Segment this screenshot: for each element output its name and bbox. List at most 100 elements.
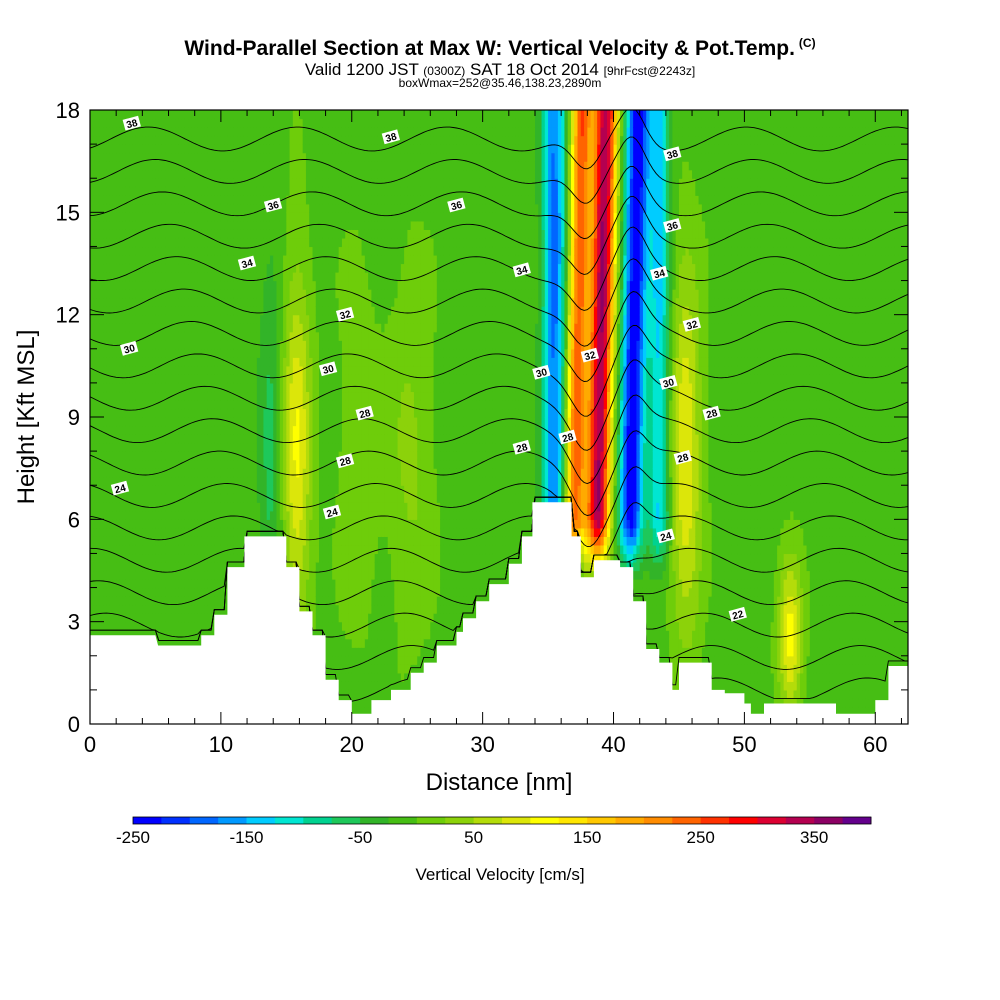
theta-contour-line <box>90 359 908 451</box>
theta-contour-line <box>90 324 908 417</box>
box-info: boxWmax=252@35.46,138.23,2890m <box>398 76 602 90</box>
theta-label: 22 <box>728 606 747 623</box>
theta-label: 30 <box>532 364 551 381</box>
theta-label: 34 <box>237 255 257 271</box>
colorbar-tick-label: 50 <box>464 828 483 847</box>
terrain <box>90 502 908 724</box>
theta-label-text: 34 <box>515 264 529 278</box>
theta-contour-line <box>90 258 908 347</box>
theta-label-text: 30 <box>662 377 676 391</box>
theta-label: 34 <box>512 262 531 278</box>
colorbar-tick-label: -150 <box>229 828 263 847</box>
x-tick-label: 10 <box>209 732 233 757</box>
theta-contour-line <box>90 394 908 484</box>
theta-label: 32 <box>580 347 600 364</box>
colorbar-swatch <box>218 817 247 824</box>
theta-label: 28 <box>512 439 531 456</box>
theta-label-text: 30 <box>535 367 549 381</box>
theta-contour-line <box>90 496 908 573</box>
theta-label: 30 <box>659 375 678 391</box>
theta-label: 28 <box>355 405 374 422</box>
theta-label: 34 <box>650 265 669 282</box>
theta-label-text: 32 <box>685 319 699 333</box>
colorbar-tick-label: 350 <box>800 828 828 847</box>
theta-label-text: 24 <box>326 507 340 521</box>
y-tick-label: 0 <box>68 712 80 737</box>
theta-label-text: 28 <box>515 442 529 456</box>
theta-label-text: 34 <box>653 268 667 282</box>
theta-label-text: 38 <box>666 148 680 162</box>
x-tick-label: 20 <box>340 732 364 757</box>
theta-label-text: 36 <box>267 200 281 214</box>
theta-label-text: 38 <box>125 118 139 132</box>
theta-contour-line <box>90 496 908 606</box>
theta-label: 36 <box>663 218 682 234</box>
theta-contour-line <box>90 136 908 204</box>
colorbar-swatch <box>785 817 815 824</box>
colorbar-swatch <box>388 817 418 824</box>
theta-label-text: 36 <box>450 200 464 214</box>
x-tick-label: 30 <box>470 732 494 757</box>
colorbar-swatch <box>246 817 276 824</box>
theta-label: 32 <box>682 317 702 333</box>
x-tick-label: 50 <box>732 732 756 757</box>
colorbar-tick-label: 150 <box>573 828 601 847</box>
colorbar-swatch <box>331 817 361 824</box>
theta-contour-line <box>90 496 908 573</box>
theta-label: 28 <box>702 405 721 422</box>
colorbar-swatch <box>416 817 446 824</box>
y-tick-label: 12 <box>56 303 80 328</box>
y-tick-label: 15 <box>56 200 80 225</box>
y-tick-label: 3 <box>68 610 80 635</box>
colorbar: -250 -150 -50 50 150 250 350 <box>116 816 872 847</box>
theta-label-text: 28 <box>339 455 353 469</box>
theta-label-text: 24 <box>659 531 673 545</box>
colorbar-swatch <box>729 817 758 824</box>
theta-label-text: 32 <box>583 350 597 364</box>
valid-date: SAT 18 Oct 2014 <box>470 60 599 79</box>
x-tick-label: 0 <box>84 732 96 757</box>
colorbar-swatch <box>303 817 333 824</box>
theta-contour-labels: 38 38 38 36 36 36 34 34 34 32 32 32 30 30 30 30 28 28 28 28… <box>110 115 747 623</box>
theta-label: 28 <box>673 450 692 466</box>
theta-label: 38 <box>381 129 401 145</box>
theta-label: 30 <box>318 361 338 377</box>
theta-label-text: 36 <box>666 220 680 234</box>
colorbar-title: Vertical Velocity [cm/s] <box>415 865 584 884</box>
x-tick-label: 40 <box>601 732 625 757</box>
theta-label: 36 <box>263 197 283 214</box>
theta-label-text: 28 <box>358 408 372 422</box>
colorbar-swatch <box>274 817 304 824</box>
colorbar-tick-label: -50 <box>348 828 373 847</box>
colorbar-swatch <box>161 817 191 824</box>
colorbar-swatch <box>502 817 531 824</box>
colorbar-swatch <box>842 817 872 824</box>
theta-contour-line <box>90 466 908 548</box>
theta-label: 28 <box>335 453 355 469</box>
y-axis-label: Height [Kft MSL] <box>13 330 40 505</box>
y-tick-label: 9 <box>68 405 80 430</box>
x-axis-label: Distance [nm] <box>426 769 573 796</box>
theta-label: 38 <box>663 146 682 162</box>
colorbar-swatch <box>558 817 588 824</box>
colorbar-swatch <box>473 817 503 824</box>
colorbar-swatch <box>530 817 560 824</box>
x-tick-label: 60 <box>863 732 887 757</box>
theta-label: 24 <box>322 504 342 521</box>
theta-label-text: 28 <box>676 452 690 466</box>
theta-label-text: 28 <box>705 408 719 422</box>
theta-contour-line <box>90 430 908 516</box>
colorbar-swatch <box>615 817 645 824</box>
y-tick-label: 6 <box>68 507 80 532</box>
forecast-info: [9hrFcst@2243z] <box>603 64 696 78</box>
theta-contour-line <box>90 226 908 311</box>
theta-label-text: 22 <box>731 609 745 623</box>
colorbar-swatch <box>814 817 844 824</box>
chart-title-text: Wind-Parallel Section at Max W: Vertical… <box>184 37 795 60</box>
chart-subtitle: Valid 1200 JST (0300Z) SAT 18 Oct 2014 [… <box>0 60 1000 80</box>
colorbar-swatch <box>672 817 702 824</box>
colorbar-swatch <box>700 817 730 824</box>
valid-time: Valid 1200 JST <box>304 60 419 79</box>
